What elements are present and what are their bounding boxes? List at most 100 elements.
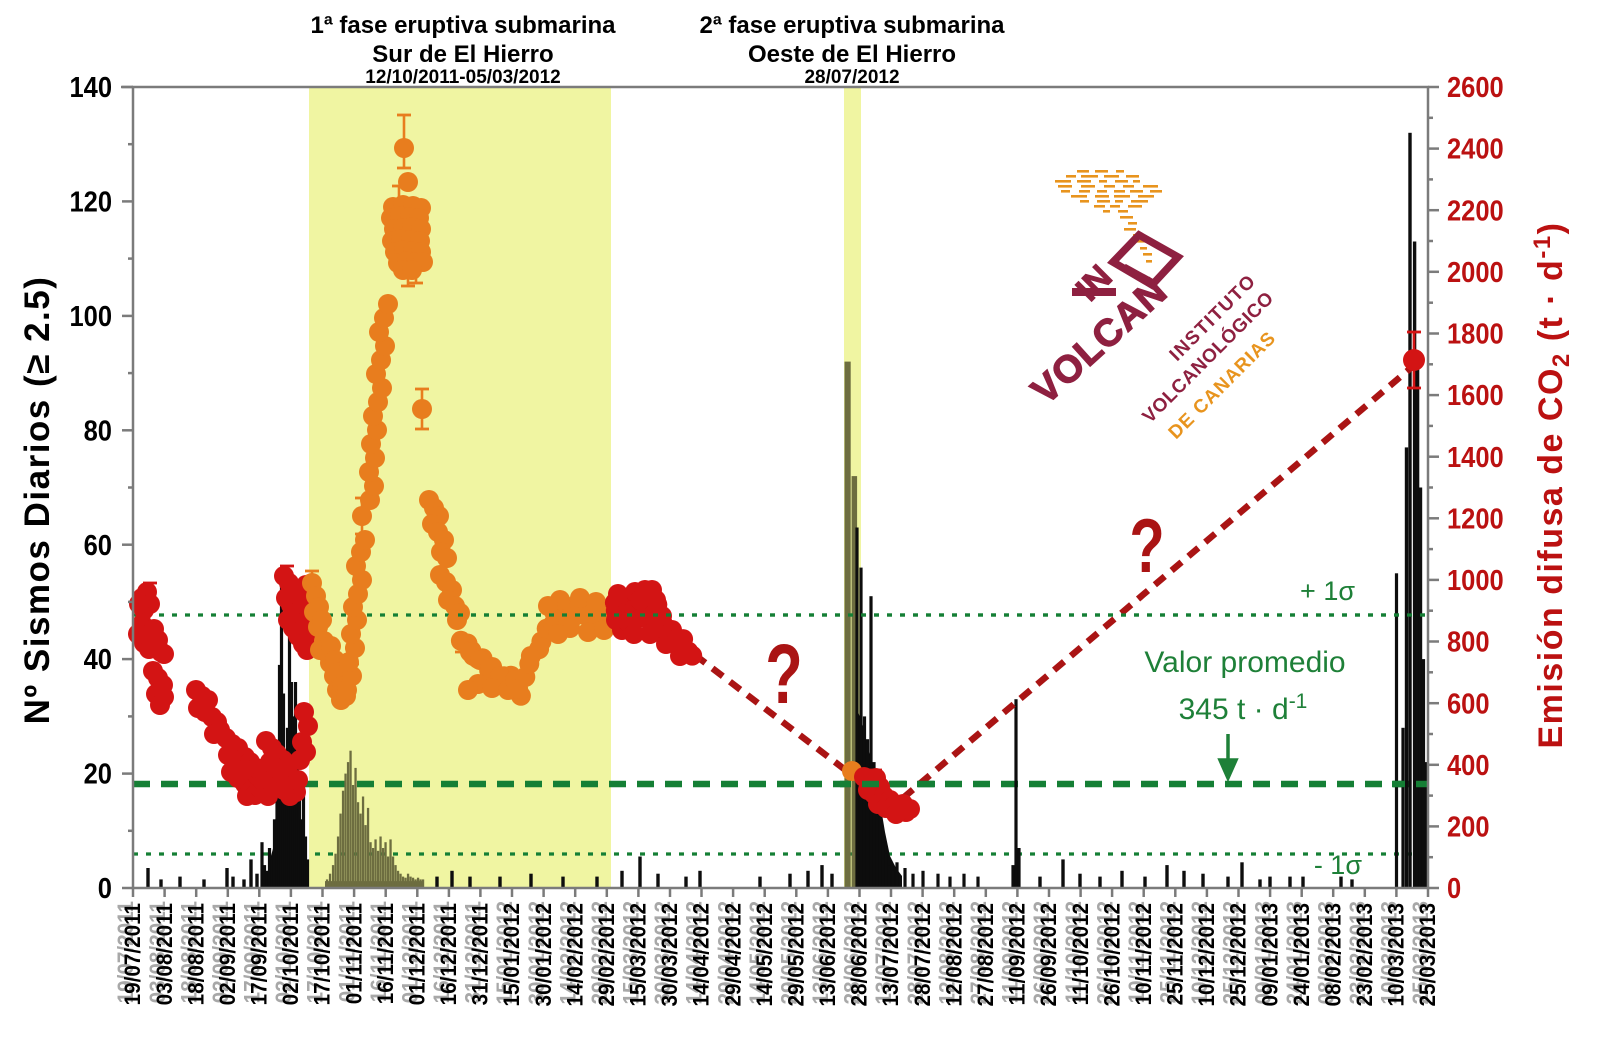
svg-text:14/05/2012: 14/05/2012 xyxy=(745,901,770,1005)
svg-text:13/07/2012: 13/07/2012 xyxy=(872,901,897,1005)
svg-text:25/12/2012: 25/12/2012 xyxy=(1226,903,1251,1007)
svg-text:31/12/2011: 31/12/2011 xyxy=(468,903,493,1005)
svg-text:12/10/2011-05/03/2012: 12/10/2011-05/03/2012 xyxy=(365,67,560,88)
svg-text:25/11/2012: 25/11/2012 xyxy=(1156,901,1181,1003)
svg-text:400: 400 xyxy=(1447,748,1490,781)
svg-text:Emisión difusa de CO2 (t · d-1: Emisión difusa de CO2 (t · d-1) xyxy=(1529,222,1575,749)
svg-text:25/03/2013: 25/03/2013 xyxy=(1409,901,1434,1005)
svg-text:1ª fase eruptiva submarina: 1ª fase eruptiva submarina xyxy=(310,12,616,39)
svg-text:2ª fase eruptiva submarina: 2ª fase eruptiva submarina xyxy=(699,12,1005,39)
svg-text:26/09/2012: 26/09/2012 xyxy=(1030,901,1055,1005)
svg-text:10/12/2012: 10/12/2012 xyxy=(1188,901,1213,1005)
svg-text:15/01/2012: 15/01/2012 xyxy=(493,901,518,1005)
svg-text:30/01/2012: 30/01/2012 xyxy=(524,901,549,1005)
svg-text:100: 100 xyxy=(69,299,112,332)
svg-text:14/04/2012: 14/04/2012 xyxy=(682,901,707,1005)
svg-text:28/06/2012: 28/06/2012 xyxy=(840,901,865,1005)
svg-text:09/01/2013: 09/01/2013 xyxy=(1251,901,1276,1005)
svg-text:16/12/2011: 16/12/2011 xyxy=(437,903,462,1005)
svg-text:2200: 2200 xyxy=(1447,194,1504,227)
svg-text:16/11/2011: 16/11/2011 xyxy=(373,903,398,1004)
svg-text:Oeste de El Hierro: Oeste de El Hierro xyxy=(748,41,956,68)
svg-text:25/12/2012: 25/12/2012 xyxy=(1219,901,1244,1005)
svg-text:120: 120 xyxy=(69,185,112,218)
svg-text:18/08/2011: 18/08/2011 xyxy=(184,903,209,1005)
svg-text:26/09/2012: 26/09/2012 xyxy=(1037,903,1062,1007)
svg-text:11/09/2012: 11/09/2012 xyxy=(998,901,1023,1003)
svg-text:Nº Sismos Diarios (≥ 2.5): Nº Sismos Diarios (≥ 2.5) xyxy=(18,276,57,725)
svg-text:03/08/2011: 03/08/2011 xyxy=(152,903,177,1005)
svg-text:31/12/2011: 31/12/2011 xyxy=(461,901,486,1003)
svg-text:2400: 2400 xyxy=(1447,132,1504,165)
svg-text:14/05/2012: 14/05/2012 xyxy=(752,903,777,1007)
svg-text:11/10/2012: 11/10/2012 xyxy=(1068,903,1093,1005)
svg-text:600: 600 xyxy=(1447,687,1490,720)
svg-text:1600: 1600 xyxy=(1447,379,1504,412)
svg-text:25/03/2013: 25/03/2013 xyxy=(1416,903,1441,1007)
svg-text:10/11/2012: 10/11/2012 xyxy=(1131,903,1156,1005)
svg-text:16/12/2011: 16/12/2011 xyxy=(430,901,455,1003)
svg-text:02/10/2011: 02/10/2011 xyxy=(279,903,304,1005)
svg-text:13/06/2012: 13/06/2012 xyxy=(816,903,841,1007)
svg-text:29/02/2012: 29/02/2012 xyxy=(587,901,612,1005)
svg-text:15/03/2012: 15/03/2012 xyxy=(626,903,651,1007)
svg-text:19/07/2011: 19/07/2011 xyxy=(121,903,146,1005)
svg-text:0: 0 xyxy=(98,872,112,905)
svg-text:29/02/2012: 29/02/2012 xyxy=(594,903,619,1007)
svg-text:01/11/2011: 01/11/2011 xyxy=(342,903,367,1004)
svg-text:345 t · d-1: 345 t · d-1 xyxy=(1179,690,1308,726)
svg-text:16/11/2011: 16/11/2011 xyxy=(366,901,391,1002)
svg-text:40: 40 xyxy=(84,643,112,676)
svg-text:24/01/2013: 24/01/2013 xyxy=(1289,903,1314,1007)
svg-text:23/02/2013: 23/02/2013 xyxy=(1352,903,1377,1007)
svg-text:1400: 1400 xyxy=(1447,440,1504,473)
svg-text:10/12/2012: 10/12/2012 xyxy=(1195,903,1220,1007)
svg-text:0: 0 xyxy=(1447,872,1461,905)
svg-text:26/10/2012: 26/10/2012 xyxy=(1093,901,1118,1005)
svg-text:29/04/2012: 29/04/2012 xyxy=(714,901,739,1005)
svg-text:Valor promedio: Valor promedio xyxy=(1144,646,1345,679)
svg-text:28/07/2012: 28/07/2012 xyxy=(910,903,935,1007)
svg-text:23/02/2013: 23/02/2013 xyxy=(1345,901,1370,1005)
svg-text:02/10/2011: 02/10/2011 xyxy=(272,901,297,1003)
svg-text:10/03/2013: 10/03/2013 xyxy=(1384,903,1409,1007)
svg-text:26/10/2012: 26/10/2012 xyxy=(1100,903,1125,1007)
svg-text:01/11/2011: 01/11/2011 xyxy=(335,901,360,1002)
svg-text:14/02/2012: 14/02/2012 xyxy=(556,901,581,1005)
svg-text:09/01/2013: 09/01/2013 xyxy=(1258,903,1283,1007)
svg-text:08/02/2013: 08/02/2013 xyxy=(1314,901,1339,1005)
svg-text:+ 1σ: + 1σ xyxy=(1300,576,1355,606)
svg-text:1800: 1800 xyxy=(1447,317,1504,350)
svg-text:19/07/2011: 19/07/2011 xyxy=(114,901,139,1003)
svg-text:17/09/2011: 17/09/2011 xyxy=(247,903,272,1005)
svg-text:14/04/2012: 14/04/2012 xyxy=(689,903,714,1007)
svg-text:80: 80 xyxy=(84,414,112,447)
svg-text:25/11/2012: 25/11/2012 xyxy=(1163,903,1188,1005)
svg-text:30/03/2012: 30/03/2012 xyxy=(651,901,676,1005)
svg-text:?: ? xyxy=(1129,504,1164,588)
svg-text:1200: 1200 xyxy=(1447,502,1504,535)
svg-text:01/12/2011: 01/12/2011 xyxy=(398,901,423,1003)
svg-text:29/05/2012: 29/05/2012 xyxy=(784,903,809,1007)
svg-text:10/03/2013: 10/03/2013 xyxy=(1377,901,1402,1005)
svg-text:15/03/2012: 15/03/2012 xyxy=(619,901,644,1005)
svg-text:2600: 2600 xyxy=(1447,71,1504,104)
svg-text:1000: 1000 xyxy=(1447,563,1504,596)
svg-text:20: 20 xyxy=(84,757,112,790)
svg-text:60: 60 xyxy=(84,528,112,561)
svg-text:17/09/2011: 17/09/2011 xyxy=(240,901,265,1003)
svg-text:15/01/2012: 15/01/2012 xyxy=(500,903,525,1007)
svg-text:13/07/2012: 13/07/2012 xyxy=(879,903,904,1007)
svg-text:800: 800 xyxy=(1447,625,1490,658)
svg-text:140: 140 xyxy=(69,71,112,104)
svg-text:?: ? xyxy=(765,626,802,721)
svg-text:28/07/2012: 28/07/2012 xyxy=(804,67,899,88)
svg-text:14/02/2012: 14/02/2012 xyxy=(563,903,588,1007)
svg-text:28/07/2012: 28/07/2012 xyxy=(903,901,928,1005)
svg-text:13/06/2012: 13/06/2012 xyxy=(809,901,834,1005)
svg-text:12/08/2012: 12/08/2012 xyxy=(942,903,967,1007)
svg-text:30/01/2012: 30/01/2012 xyxy=(531,903,556,1007)
svg-text:27/08/2012: 27/08/2012 xyxy=(973,903,998,1007)
svg-text:Sur de El Hierro: Sur de El Hierro xyxy=(372,41,553,68)
svg-text:30/03/2012: 30/03/2012 xyxy=(658,903,683,1007)
